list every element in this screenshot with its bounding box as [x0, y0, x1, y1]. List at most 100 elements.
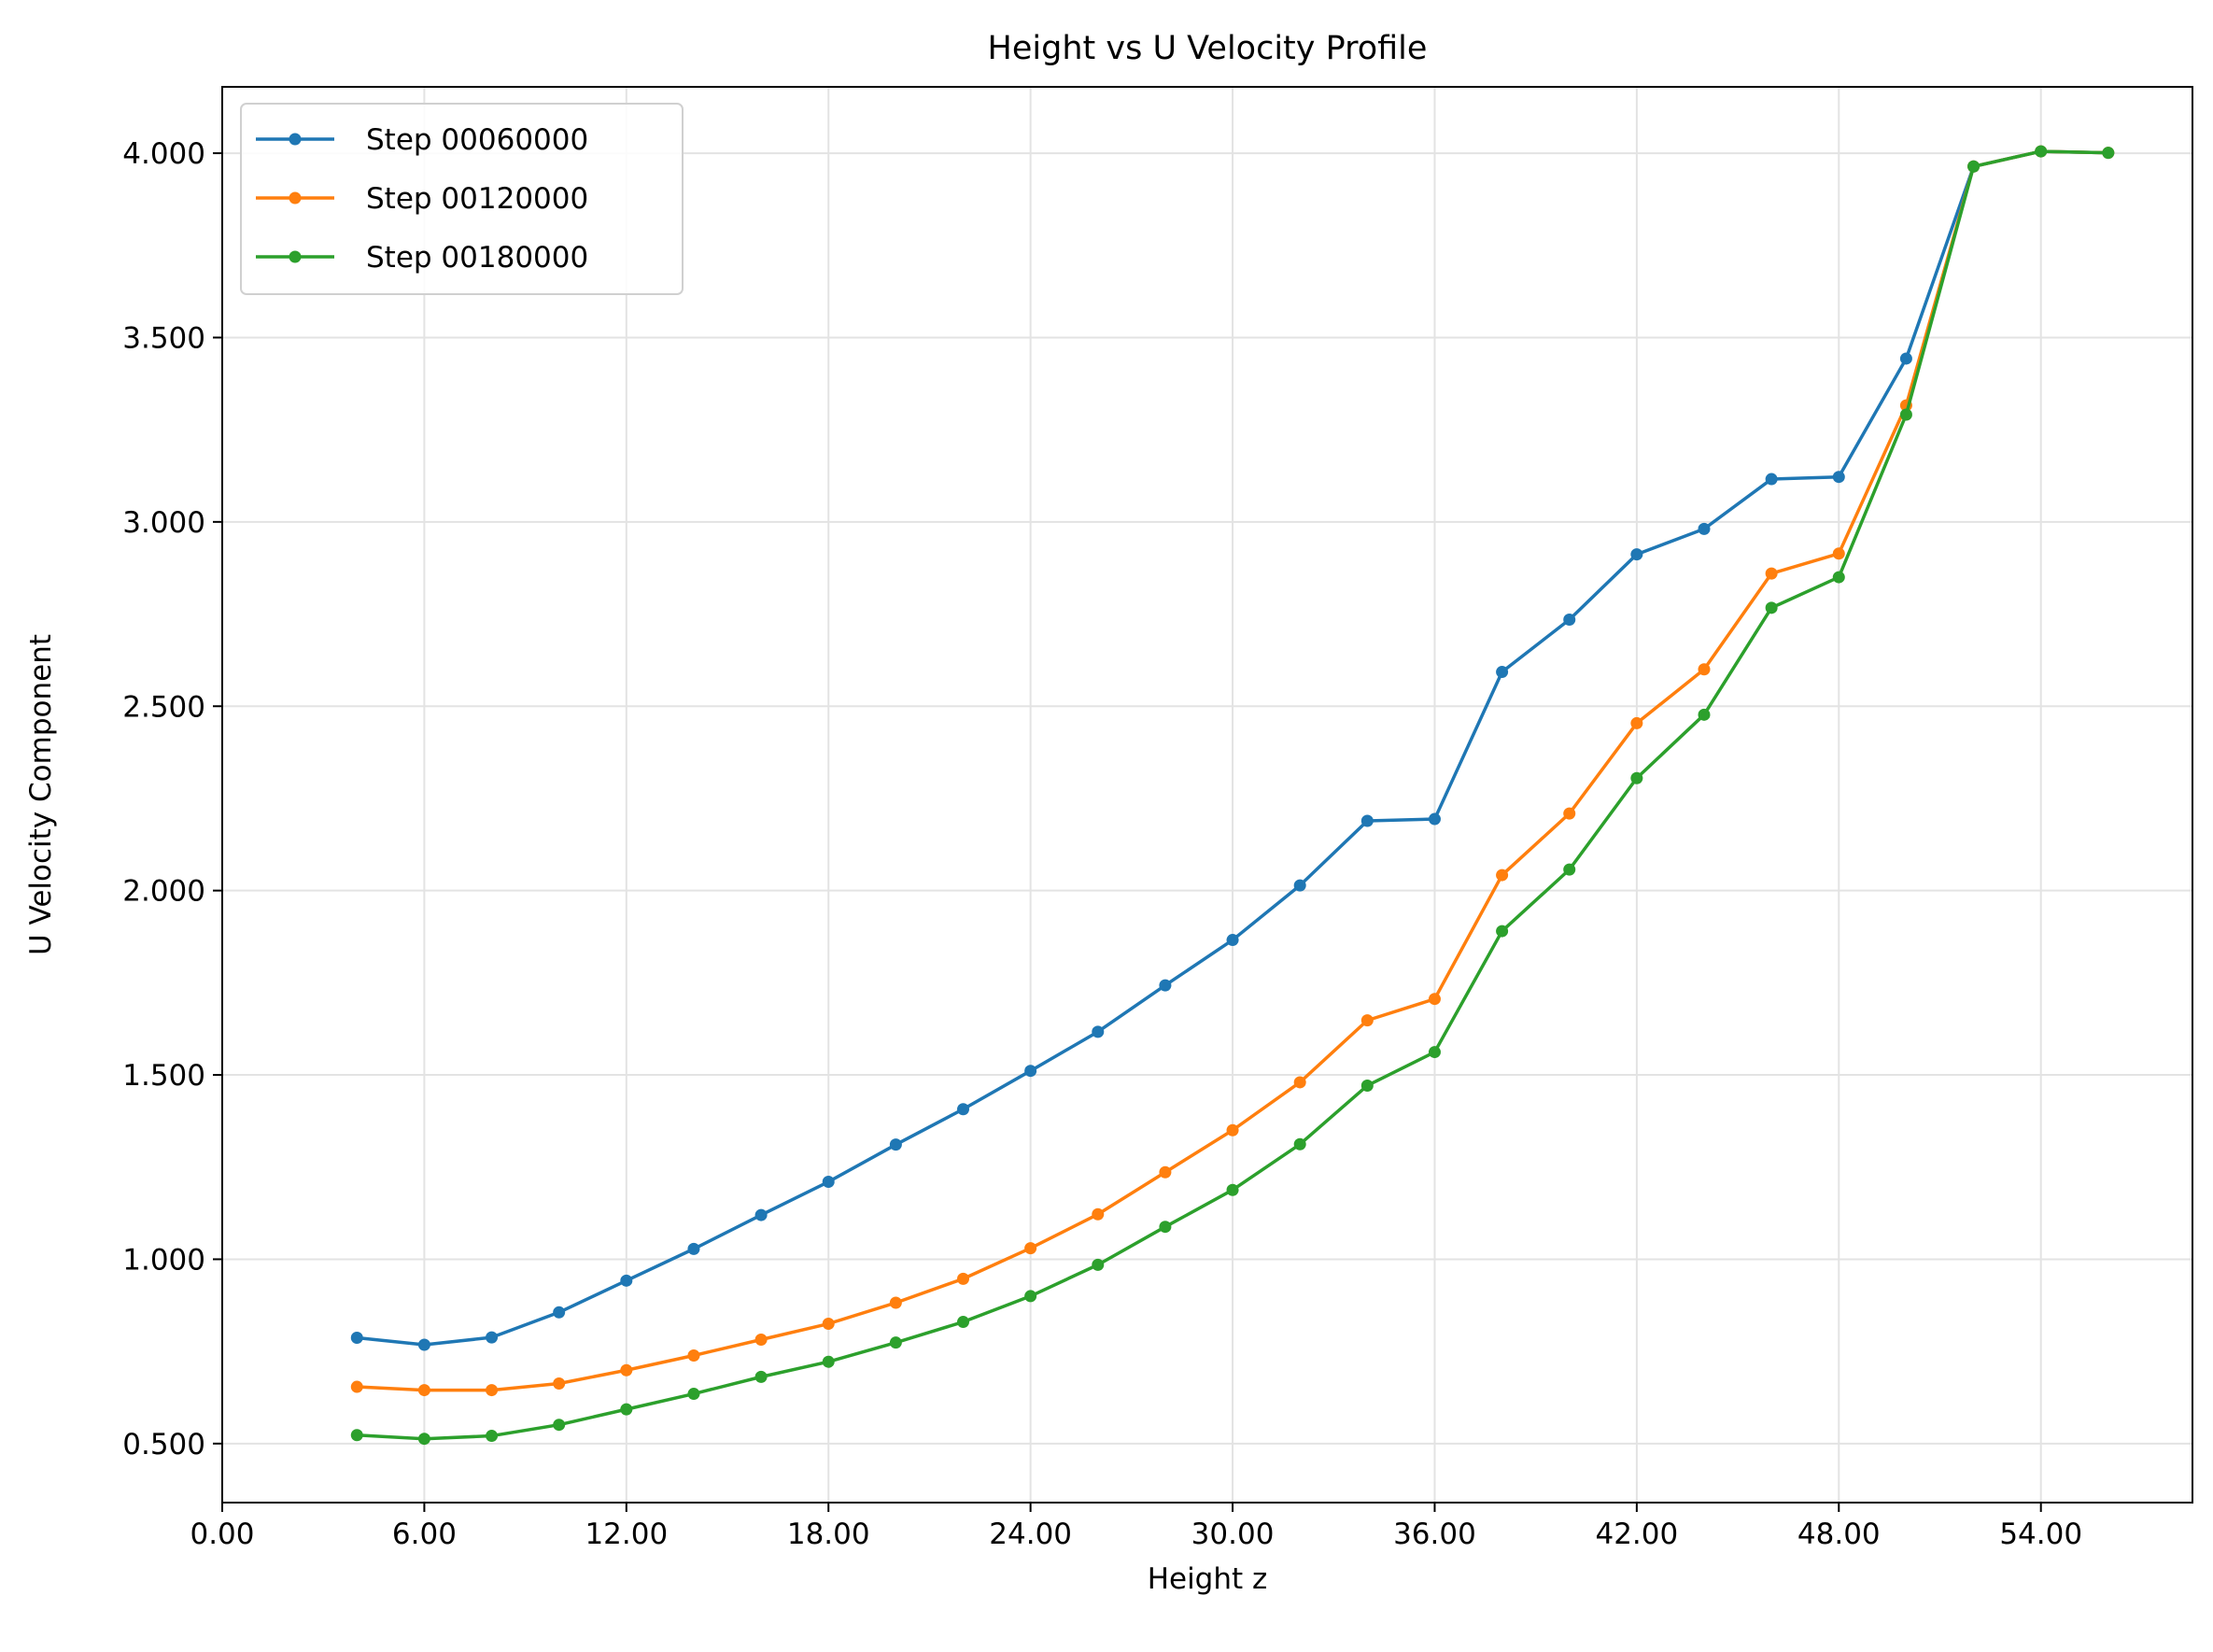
legend-item: Step 00120000 [256, 182, 588, 216]
data-point [1159, 1165, 1172, 1179]
data-point [553, 1306, 566, 1319]
series-1 [350, 145, 2115, 1351]
data-point [1765, 567, 1778, 580]
x-axis-ticks: 0.00 6.00 12.00 18.00 24.00 30.00 36.00 42.00 48… [190, 1503, 2082, 1551]
legend-label: Step 00120000 [366, 182, 588, 216]
data-point [754, 1208, 768, 1221]
data-point [957, 1316, 970, 1329]
legend-marker [289, 191, 302, 205]
x-tick-label: 54.00 [1999, 1518, 2082, 1551]
data-point [1496, 925, 1509, 938]
x-tick-label: 42.00 [1595, 1518, 1678, 1551]
y-tick-label: 1.000 [122, 1243, 205, 1277]
data-point [754, 1370, 768, 1383]
data-point [417, 1384, 430, 1397]
data-point [350, 1429, 363, 1442]
data-point [350, 1332, 363, 1345]
data-point [1832, 471, 1845, 484]
data-point [687, 1348, 700, 1362]
data-point [1698, 708, 1711, 721]
y-tick-label: 2.000 [122, 875, 205, 909]
data-point [754, 1334, 768, 1347]
data-point [1024, 1242, 1037, 1255]
data-point [889, 1138, 902, 1151]
data-point [1360, 814, 1374, 827]
grid-lines [221, 87, 2192, 1503]
data-point [1967, 160, 1980, 173]
data-point [1630, 548, 1643, 561]
data-point [1092, 1258, 1105, 1271]
data-point [1428, 1046, 1441, 1059]
data-point [1159, 979, 1172, 992]
y-tick-label: 4.000 [122, 137, 205, 171]
y-axis-label: U Velocity Component [24, 634, 58, 955]
y-tick-label: 3.000 [122, 506, 205, 540]
data-point [687, 1242, 700, 1255]
data-point [417, 1338, 430, 1351]
data-point [1563, 613, 1576, 626]
data-point [1630, 771, 1643, 784]
data-point [620, 1403, 633, 1416]
data-point [1226, 1123, 1239, 1137]
data-point [889, 1296, 902, 1309]
data-point [417, 1433, 430, 1446]
data-point [1698, 663, 1711, 676]
data-point [1563, 863, 1576, 876]
y-axis-ticks: 0.500 1.000 1.500 2.000 2.500 3.000 3.500 4.000 [122, 137, 222, 1461]
data-point [1496, 868, 1509, 882]
data-point [486, 1331, 499, 1344]
legend-label: Step 00180000 [366, 241, 588, 275]
legend-item: Step 00180000 [256, 241, 588, 275]
x-tick-label: 36.00 [1393, 1518, 1476, 1551]
data-point [486, 1384, 499, 1397]
data-point [1092, 1207, 1105, 1221]
data-point [350, 1380, 363, 1393]
data-point [1899, 352, 1912, 365]
data-point [620, 1363, 633, 1377]
data-point [1293, 1137, 1306, 1151]
data-point [822, 1355, 835, 1368]
legend: Step 00060000 Step 00120000 Step 00180000 [240, 103, 684, 295]
data-point [1226, 934, 1239, 947]
data-point [822, 1176, 835, 1189]
data-point [1765, 601, 1778, 614]
legend-label: Step 00060000 [366, 123, 588, 157]
data-point [486, 1430, 499, 1443]
legend-marker [289, 133, 302, 146]
chart-title: Height vs U Velocity Profile [988, 30, 1428, 67]
data-point [1698, 522, 1711, 535]
data-point [1092, 1025, 1105, 1038]
data-point [1360, 1079, 1374, 1092]
data-point [1428, 812, 1441, 826]
legend-item: Step 00060000 [256, 123, 588, 157]
data-point [1159, 1221, 1172, 1234]
series-2 [350, 145, 2115, 1397]
data-point [889, 1336, 902, 1349]
data-point [1899, 408, 1912, 421]
y-tick-label: 0.500 [122, 1428, 205, 1461]
data-point [1563, 807, 1576, 820]
x-tick-label: 18.00 [787, 1518, 870, 1551]
data-point [553, 1419, 566, 1432]
data-point [1630, 716, 1643, 729]
data-point [620, 1274, 633, 1287]
data-point [1024, 1065, 1037, 1078]
data-point [957, 1272, 970, 1285]
data-point [2102, 147, 2115, 160]
x-tick-label: 30.00 [1191, 1518, 1275, 1551]
data-point [1226, 1183, 1239, 1196]
x-tick-label: 0.00 [190, 1518, 254, 1551]
data-point [1024, 1290, 1037, 1303]
y-tick-label: 2.500 [122, 690, 205, 724]
data-point [2035, 145, 2048, 158]
data-point [687, 1388, 700, 1401]
y-tick-label: 3.500 [122, 321, 205, 355]
x-tick-label: 12.00 [585, 1518, 668, 1551]
data-point [553, 1377, 566, 1390]
x-tick-label: 48.00 [1797, 1518, 1881, 1551]
x-axis-label: Height z [1148, 1562, 1268, 1596]
legend-box [240, 103, 684, 295]
y-tick-label: 1.500 [122, 1059, 205, 1093]
